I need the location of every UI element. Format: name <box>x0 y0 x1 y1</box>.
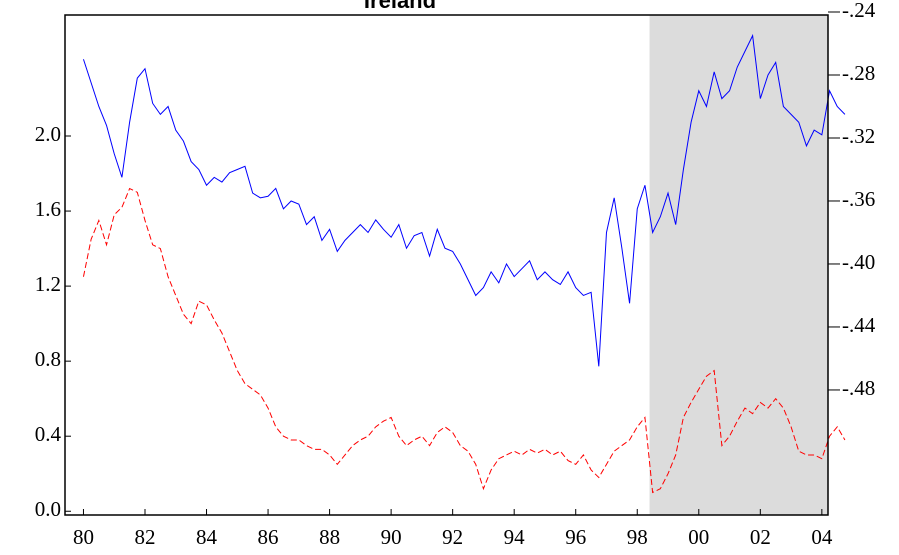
x-tick-label: 94 <box>504 525 526 549</box>
x-tick-label: 82 <box>134 525 155 549</box>
x-tick-label: 00 <box>688 525 709 549</box>
y-tick-label: 0.0 <box>35 497 61 521</box>
x-tick-label: 86 <box>258 525 279 549</box>
x-tick-label: 04 <box>811 525 833 549</box>
x-tick-label: 92 <box>442 525 463 549</box>
y-tick-label: 2.0 <box>35 122 61 146</box>
y2-tick-label: -.32 <box>842 124 875 148</box>
x-tick-label: 90 <box>381 525 402 549</box>
y-tick-label: 1.6 <box>35 197 61 221</box>
y2-tick-label: -.44 <box>842 313 876 337</box>
y-tick-label: 0.8 <box>35 347 61 371</box>
series-line <box>82 187 846 494</box>
x-tick-label: 98 <box>627 525 648 549</box>
series-line <box>82 33 846 367</box>
y-tick-label: 0.4 <box>35 422 62 446</box>
plot-frame <box>64 14 829 516</box>
x-tick-label: 02 <box>750 525 771 549</box>
y2-tick-label: -.24 <box>842 0 876 22</box>
y2-tick-label: -.48 <box>842 376 875 400</box>
chart-title: Ireland <box>364 0 436 13</box>
x-tick-label: 80 <box>73 525 94 549</box>
x-tick-label: 96 <box>565 525 586 549</box>
shaded-region <box>649 15 828 515</box>
y2-tick-label: -.28 <box>842 61 875 85</box>
x-tick-label: 84 <box>196 525 218 549</box>
x-tick-label: 88 <box>319 525 340 549</box>
y2-tick-label: -.36 <box>842 187 875 211</box>
y-tick-label: 1.2 <box>35 272 61 296</box>
y2-tick-label: -.40 <box>842 250 875 274</box>
